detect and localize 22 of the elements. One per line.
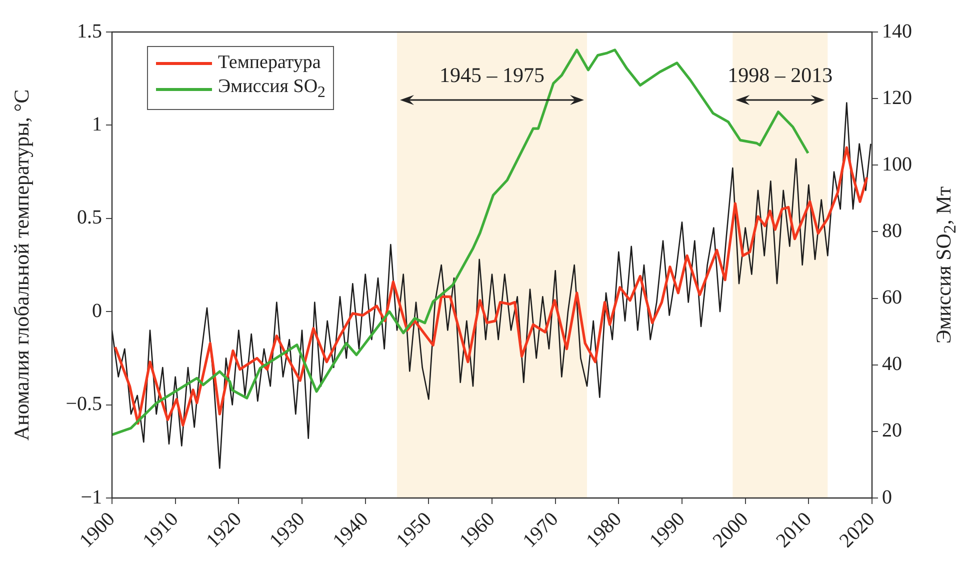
x-tick-label: 1910 [138, 508, 183, 552]
y2-tick-label: 0 [882, 486, 892, 508]
y-tick-label: −1 [80, 486, 102, 508]
x-tick-label: 1940 [328, 508, 373, 552]
y-tick-label: 1.5 [77, 20, 102, 42]
band-label: 1945 – 1975 [440, 63, 544, 87]
legend-label: Эмиссия SO$_{2}$ [218, 75, 326, 103]
y2-tick-label: 20 [882, 420, 902, 442]
legend-label: Температура [218, 51, 321, 75]
y2-tick-label: 140 [882, 20, 912, 42]
y-tick-label: 0 [92, 300, 102, 322]
y-tick-label: 0.5 [77, 206, 102, 229]
band-label: 1998 – 2013 [728, 63, 833, 87]
y-tick-label: 1 [92, 113, 102, 136]
x-tick-label: 1970 [518, 508, 563, 552]
y-axis-title: Аномалия глобальной температуры, °C [10, 89, 34, 441]
y2-tick-label: 100 [882, 153, 912, 176]
y2-tick-label: 60 [882, 286, 902, 309]
y2-tick-label: 80 [882, 220, 902, 242]
y-tick-label: −0.5 [66, 393, 102, 416]
y2-tick-label: 40 [882, 353, 902, 376]
y2-tick-label: 120 [882, 86, 912, 109]
